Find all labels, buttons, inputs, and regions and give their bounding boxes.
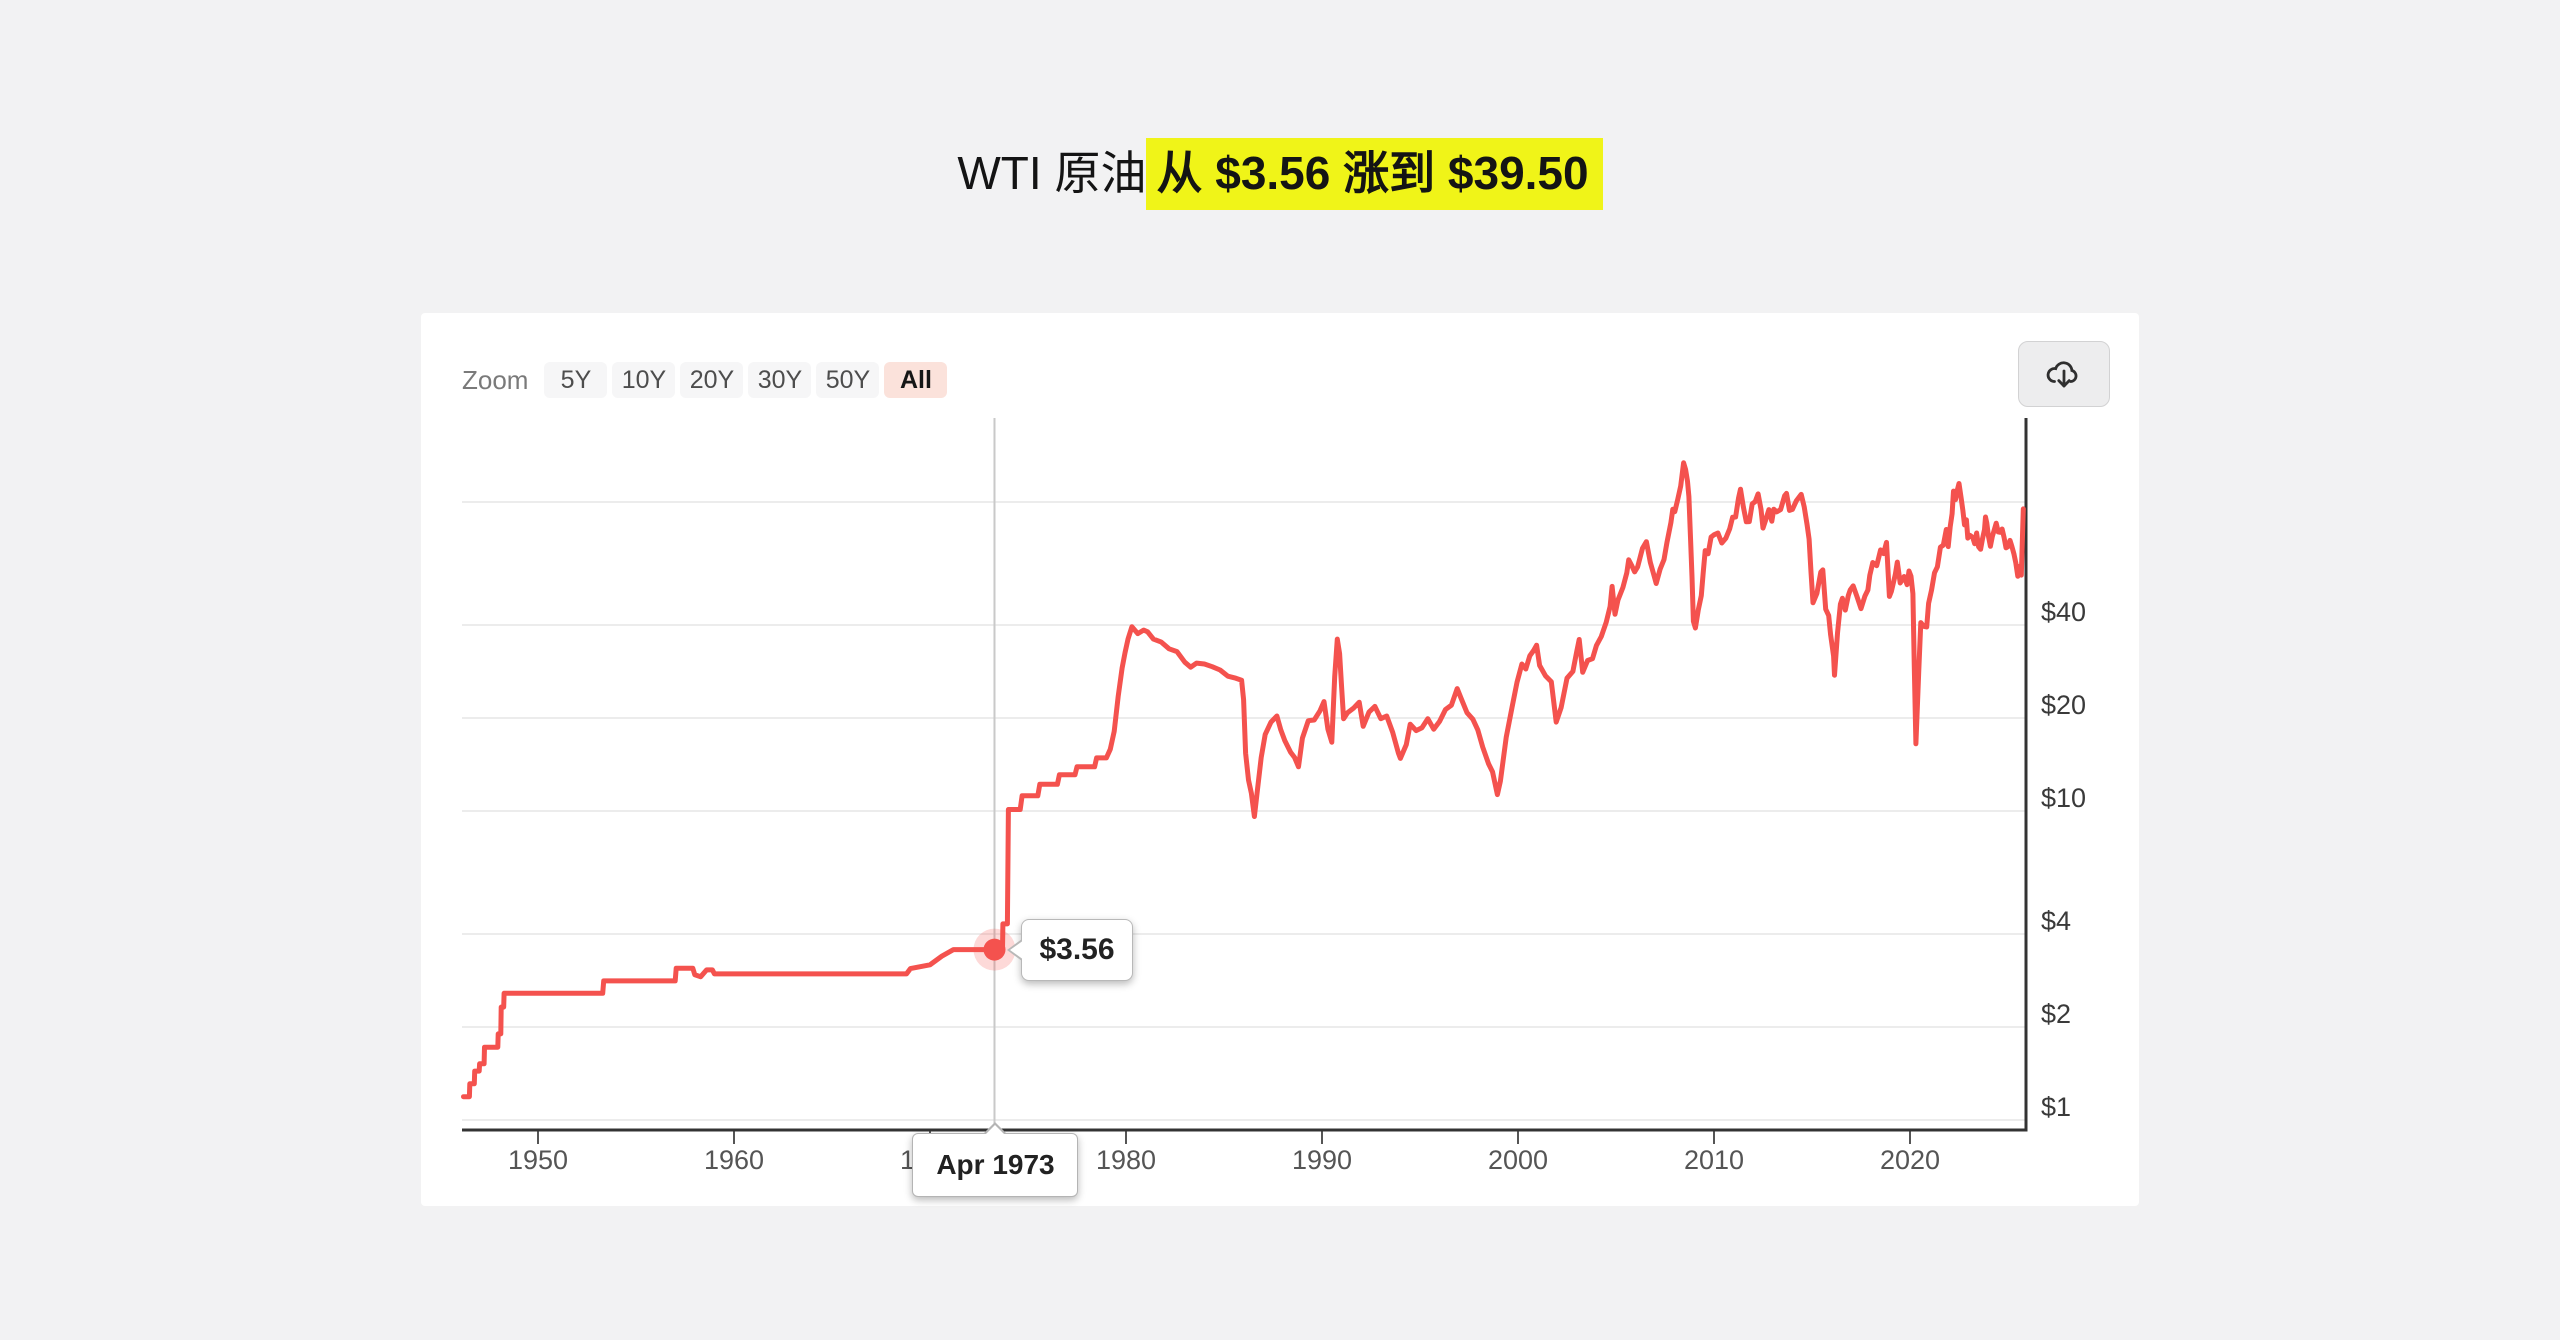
svg-text:$20: $20 — [2041, 690, 2086, 720]
svg-text:2020: 2020 — [1880, 1145, 1940, 1175]
price-tooltip: $3.56 — [1007, 918, 1133, 981]
svg-text:$1: $1 — [2041, 1092, 2071, 1122]
chart-card: 19501960197019801990200020102020$40$20$1… — [421, 313, 2139, 1206]
marker-dot[interactable] — [983, 938, 1006, 961]
price-tooltip-value: $3.56 — [1039, 932, 1115, 966]
range-button-20y[interactable]: 20Y — [680, 362, 744, 398]
cloud-download-icon — [2044, 357, 2084, 391]
svg-text:1960: 1960 — [704, 1145, 764, 1175]
svg-text:2000: 2000 — [1488, 1145, 1548, 1175]
range-button-30y[interactable]: 30Y — [748, 362, 812, 398]
svg-text:$40: $40 — [2041, 597, 2086, 627]
svg-text:1990: 1990 — [1292, 1145, 1352, 1175]
zoom-toolbar-label: Zoom — [462, 364, 529, 395]
date-tooltip-value: Apr 1973 — [936, 1149, 1055, 1180]
range-button-50y[interactable]: 50Y — [816, 362, 880, 398]
price-series-line — [461, 460, 2026, 1100]
svg-text:1950: 1950 — [508, 1145, 568, 1175]
svg-text:$2: $2 — [2041, 999, 2071, 1029]
date-tooltip: Apr 1973 — [912, 1122, 1079, 1197]
range-button-10y[interactable]: 10Y — [612, 362, 676, 398]
y-axis-labels: $40 $20 $10 $4 $2 $1 — [2041, 597, 2086, 1122]
gridlines — [462, 501, 2026, 1121]
page-title-highlight: 从 $3.56 涨到 $39.50 — [1146, 138, 1603, 210]
svg-text:2010: 2010 — [1684, 1145, 1744, 1175]
page-title: WTI 原油从 $3.56 涨到 $39.50 — [0, 138, 2560, 210]
price-chart[interactable]: 19501960197019801990200020102020$40$20$1… — [421, 313, 2139, 1206]
range-button-5y[interactable]: 5Y — [544, 362, 608, 398]
page-title-prefix: WTI 原油 — [957, 147, 1147, 199]
range-button-all[interactable]: All — [884, 362, 948, 398]
svg-text:$4: $4 — [2041, 906, 2071, 936]
svg-text:$10: $10 — [2041, 783, 2086, 813]
x-axis-labels: 19501960197019801990200020102020 — [508, 1130, 1940, 1175]
zoom-toolbar: Zoom 5Y 10Y 20Y 30Y 50Y All — [462, 362, 948, 398]
download-button[interactable] — [2018, 341, 2110, 407]
svg-text:1980: 1980 — [1096, 1145, 1156, 1175]
